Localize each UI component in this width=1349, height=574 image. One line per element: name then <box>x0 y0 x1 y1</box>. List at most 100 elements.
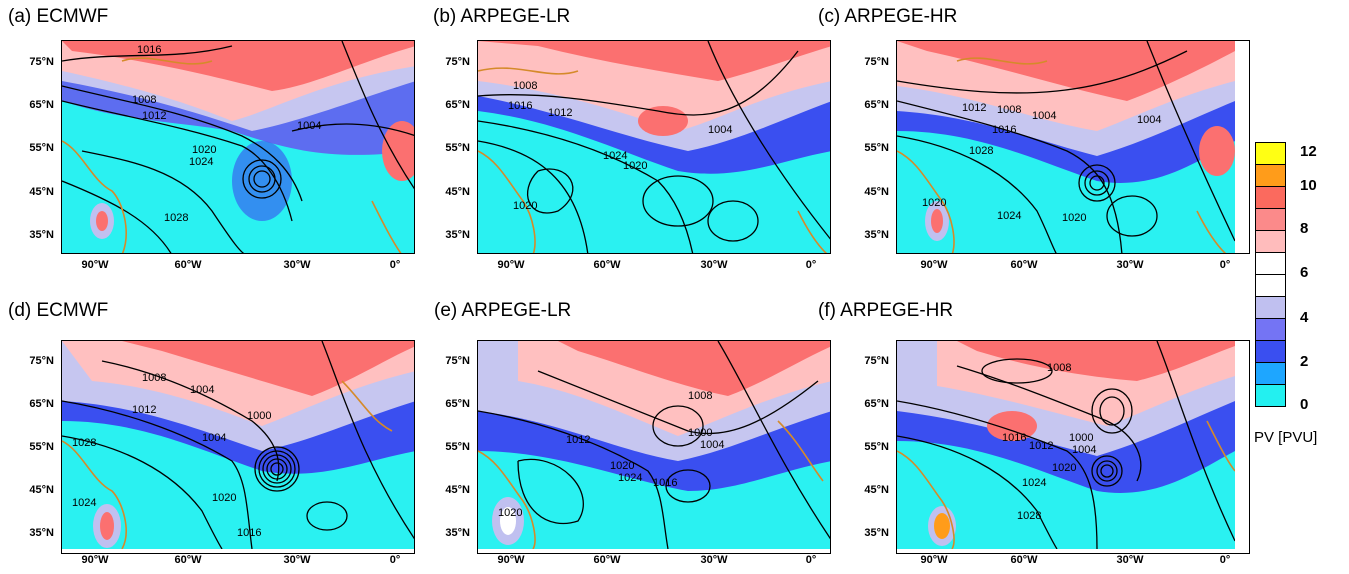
lat-label: 55°N <box>864 142 889 154</box>
colorbar-segment-9 <box>1255 186 1286 209</box>
lat-label: 35°N <box>29 229 54 241</box>
lat-label: 65°N <box>29 99 54 111</box>
colorbar-label: 0 <box>1300 396 1309 413</box>
lon-label: 0° <box>805 259 817 271</box>
lat-label: 55°N <box>29 441 54 453</box>
contour-label: 1024 <box>997 210 1021 222</box>
lat-label: 45°N <box>445 484 470 496</box>
pv-map-panel-f: 1008 1012 1016 1000 1004 1024 1020 1028 <box>896 340 1250 554</box>
colorbar-label: 2 <box>1300 353 1309 370</box>
contour-label: 1004 <box>1137 114 1161 126</box>
contour-label: 1016 <box>1002 432 1026 444</box>
colorbar-label: 12 <box>1300 143 1317 160</box>
contour-label: 1004 <box>297 120 321 132</box>
contour-label: 1016 <box>508 100 532 112</box>
lat-label: 45°N <box>864 186 889 198</box>
lat-label: 65°N <box>864 398 889 410</box>
contour-label: 1024 <box>618 472 642 484</box>
lon-label: 60°W <box>174 554 202 566</box>
lat-label: 35°N <box>445 229 470 241</box>
contour-label: 1004 <box>1072 444 1096 456</box>
contour-label: 1012 <box>142 110 166 122</box>
lat-label: 35°N <box>864 527 889 539</box>
panel-title-c: (c) ARPEGE-HR <box>818 6 958 27</box>
contour-label: 1020 <box>192 144 216 156</box>
contour-label: 1004 <box>708 124 732 136</box>
colorbar-segment-7 <box>1255 230 1286 253</box>
lon-label: 0° <box>805 554 817 566</box>
lat-label: 55°N <box>445 441 470 453</box>
contour-label: 1016 <box>137 44 161 56</box>
contour-label: 1012 <box>962 102 986 114</box>
lon-label: 30°W <box>1116 554 1144 566</box>
contour-label: 1020 <box>623 160 647 172</box>
lat-label: 35°N <box>29 527 54 539</box>
lon-label: 90°W <box>497 554 525 566</box>
lat-label: 35°N <box>445 527 470 539</box>
colorbar-segment-8 <box>1255 208 1286 231</box>
pv-map-panel-b: 1008 1016 1012 1004 1024 1020 1020 <box>477 40 831 254</box>
contour-label: 1012 <box>566 434 590 446</box>
contour-label: 1000 <box>247 410 271 422</box>
lon-label: 30°W <box>283 259 311 271</box>
lon-label: 30°W <box>283 554 311 566</box>
contour-label: 1008 <box>513 80 537 92</box>
pv-map-a: 1016 1008 1012 1004 1020 1024 1028 <box>62 41 414 253</box>
lat-label: 65°N <box>445 99 470 111</box>
colorbar-label: 10 <box>1300 177 1317 194</box>
lon-label: 90°W <box>497 259 525 271</box>
contour-label: 1028 <box>164 212 188 224</box>
contour-label: 1020 <box>498 507 522 519</box>
contour-label: 1028 <box>1017 510 1041 522</box>
colorbar-label: 6 <box>1300 264 1309 281</box>
lon-label: 60°W <box>174 259 202 271</box>
contour-label: 1020 <box>212 492 236 504</box>
colorbar-segment-2 <box>1255 340 1286 363</box>
contour-label: 1004 <box>700 439 724 451</box>
contour-label: 1016 <box>992 124 1016 136</box>
contour-label: 1024 <box>189 156 213 168</box>
lon-label: 90°W <box>81 554 109 566</box>
pv-map-b: 1008 1016 1012 1004 1024 1020 1020 <box>478 41 830 253</box>
panel-title-b: (b) ARPEGE-LR <box>433 6 571 27</box>
lon-label: 90°W <box>920 259 948 271</box>
lon-label: 30°W <box>1116 259 1144 271</box>
panel-title-e: (e) ARPEGE-LR <box>434 300 572 321</box>
lat-label: 55°N <box>864 441 889 453</box>
lon-label: 90°W <box>81 259 109 271</box>
contour-label: 1008 <box>142 372 166 384</box>
lat-label: 35°N <box>864 229 889 241</box>
colorbar-segment-6 <box>1255 252 1286 275</box>
contour-label: 1012 <box>132 404 156 416</box>
lon-label: 0° <box>1219 554 1231 566</box>
colorbar-label: 4 <box>1300 309 1309 326</box>
lon-label: 90°W <box>920 554 948 566</box>
colorbar-segment-12 <box>1255 142 1286 165</box>
lat-label: 75°N <box>864 56 889 68</box>
colorbar-label: 8 <box>1300 220 1309 237</box>
lat-label: 75°N <box>29 56 54 68</box>
lon-label: 0° <box>389 259 401 271</box>
contour-label: 1008 <box>132 94 156 106</box>
contour-label: 1028 <box>969 145 993 157</box>
contour-label: 1004 <box>190 384 214 396</box>
contour-label: 1008 <box>688 390 712 402</box>
lat-label: 45°N <box>445 186 470 198</box>
lon-label: 30°W <box>700 554 728 566</box>
lat-label: 75°N <box>445 56 470 68</box>
lat-label: 45°N <box>29 484 54 496</box>
lat-label: 65°N <box>445 398 470 410</box>
pv-map-f: 1008 1012 1016 1000 1004 1024 1020 1028 <box>897 341 1235 549</box>
contour-label: 1028 <box>72 437 96 449</box>
contour-label: 1020 <box>513 200 537 212</box>
colorbar-segment-0 <box>1255 384 1286 407</box>
lat-label: 55°N <box>445 142 470 154</box>
colorbar-segment-1 <box>1255 362 1286 385</box>
contour-label: 1020 <box>1052 462 1076 474</box>
lat-label: 45°N <box>864 484 889 496</box>
lat-label: 65°N <box>864 99 889 111</box>
lat-label: 55°N <box>29 142 54 154</box>
contour-label: 1024 <box>1022 477 1046 489</box>
contour-label: 1024 <box>603 150 627 162</box>
panel-title-d: (d) ECMWF <box>8 300 109 321</box>
